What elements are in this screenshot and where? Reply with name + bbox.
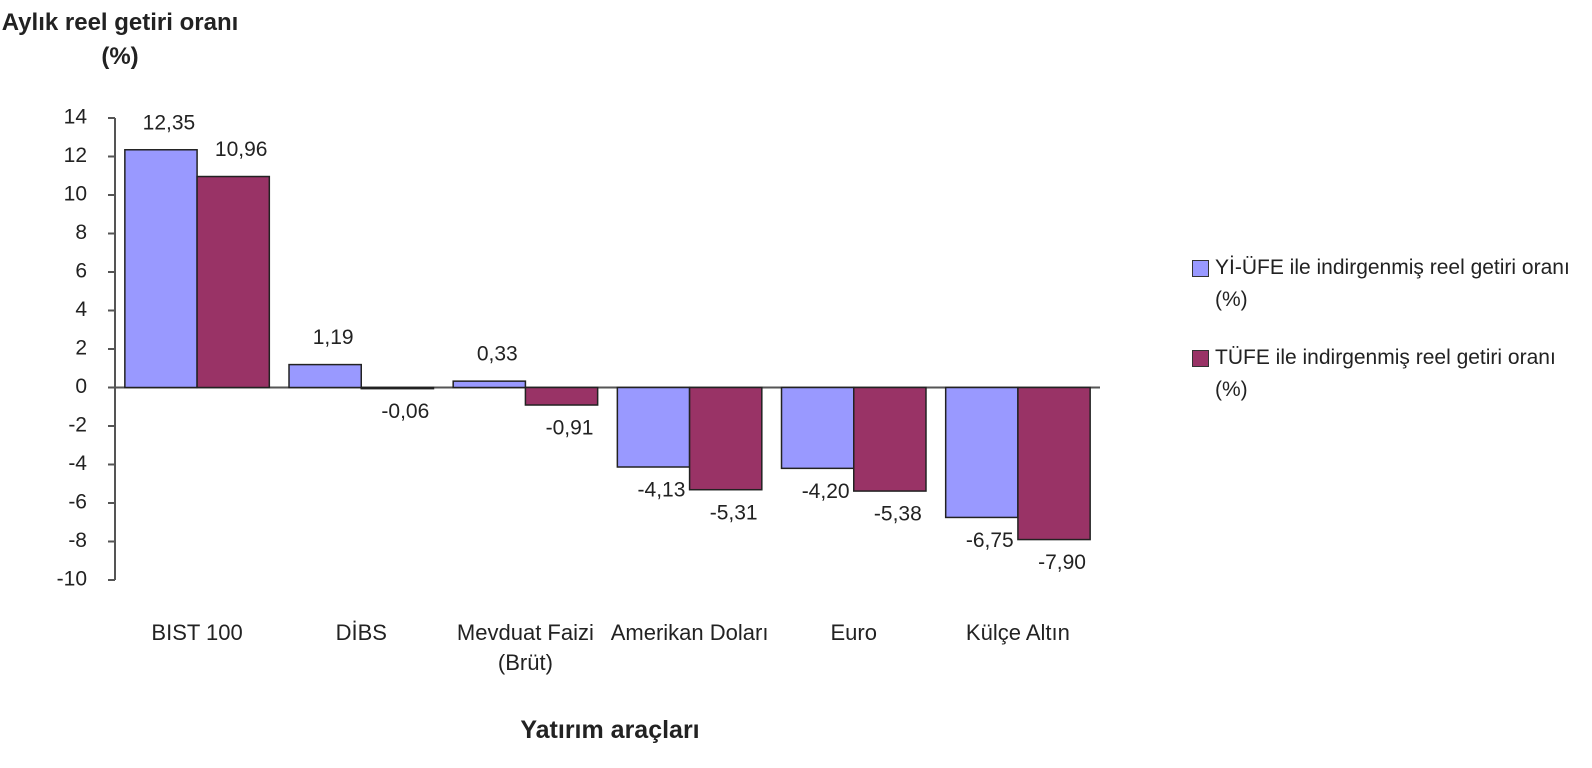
value-label: -0,91: [546, 417, 594, 440]
bar: [360, 386, 435, 390]
value-label: -4,20: [802, 480, 850, 503]
x-tick-label: Amerikan Doları: [610, 620, 769, 645]
y-tick-label: -4: [68, 452, 87, 475]
legend-label: TÜFE ile indirgenmiş reel getiri oranı (…: [1215, 346, 1556, 401]
legend-item: TÜFE ile indirgenmiş reel getiri oranı (…: [1192, 342, 1572, 406]
bar: [196, 175, 271, 389]
x-axis-title: Yatırım araçları: [520, 716, 700, 744]
bar: [1017, 386, 1091, 541]
y-tick-label: 14: [64, 106, 88, 129]
y-tick-label: -2: [68, 414, 87, 437]
value-label: 0,33: [477, 343, 518, 366]
y-tick-label: -8: [68, 529, 87, 552]
bar: [688, 386, 763, 491]
x-tick-label: BIST 100: [151, 620, 243, 645]
bar: [524, 386, 599, 406]
value-label: -5,38: [874, 503, 922, 526]
value-label: -7,90: [1038, 551, 1086, 574]
value-label: 10,96: [215, 138, 268, 161]
y-tick-label: 10: [64, 183, 87, 206]
y-tick-label: -10: [57, 568, 87, 591]
y-tick-label: 8: [75, 221, 87, 244]
x-tick-label: Külçe Altın: [965, 620, 1070, 645]
bar: [616, 386, 691, 468]
y-tick-label: 0: [75, 375, 87, 398]
value-label: -0,06: [381, 400, 429, 423]
bar: [452, 380, 527, 389]
legend-item: Yİ-ÜFE ile indirgenmiş reel getiri oranı…: [1192, 252, 1572, 316]
bar: [780, 386, 855, 470]
bar: [944, 386, 1019, 519]
value-label: -6,75: [966, 529, 1014, 552]
y-tick-label: 4: [75, 298, 87, 321]
y-axis-title: Aylık reel getiri oranı (%): [1, 9, 239, 70]
y-tick-label: 2: [75, 337, 87, 360]
y-tick-label: 12: [64, 144, 87, 167]
value-label: 1,19: [313, 326, 354, 349]
value-label: -4,13: [638, 479, 686, 502]
value-label: 12,35: [143, 111, 196, 134]
legend-swatch: [1192, 260, 1209, 277]
x-tick-label: Euro: [830, 620, 877, 645]
legend-swatch: [1192, 350, 1209, 367]
bar: [124, 149, 198, 389]
bar: [288, 363, 362, 389]
x-tick-label: DİBS: [335, 620, 387, 645]
legend-label: Yİ-ÜFE ile indirgenmiş reel getiri oranı…: [1215, 256, 1570, 311]
value-label: -5,31: [710, 501, 758, 524]
x-tick-label: Mevduat Faizi (Brüt): [456, 620, 594, 675]
y-tick-label: -6: [68, 491, 87, 514]
bar: [853, 386, 927, 492]
y-tick-label: 6: [75, 260, 87, 283]
